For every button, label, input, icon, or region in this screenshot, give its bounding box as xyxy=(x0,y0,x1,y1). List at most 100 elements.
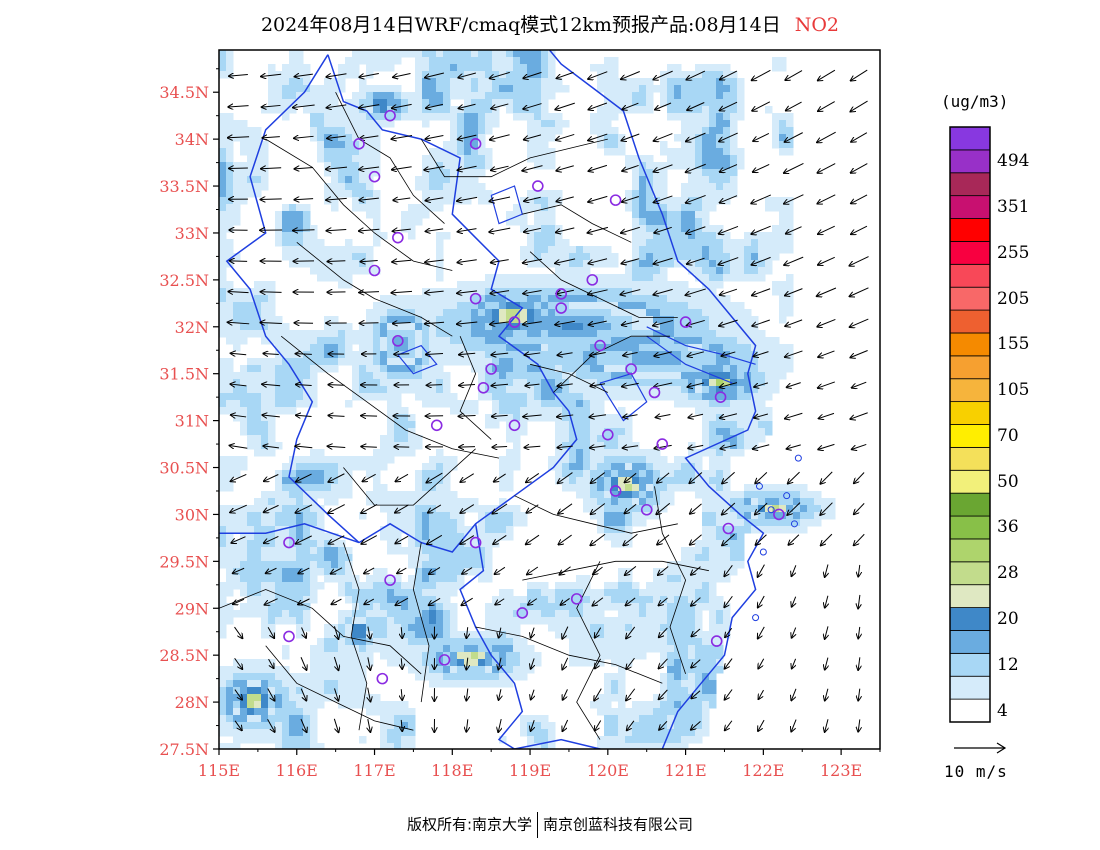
field-cell xyxy=(471,344,479,352)
field-cell xyxy=(604,330,612,338)
field-cell xyxy=(688,148,696,156)
field-cell xyxy=(387,652,395,660)
field-cell xyxy=(625,470,633,478)
field-cell xyxy=(261,666,269,674)
field-cell xyxy=(681,659,689,667)
field-cell xyxy=(317,659,325,667)
field-cell xyxy=(618,358,626,366)
field-cell xyxy=(324,162,332,170)
field-cell xyxy=(737,442,745,450)
field-cell xyxy=(576,589,584,597)
field-cell xyxy=(737,155,745,163)
field-cell xyxy=(226,575,234,583)
field-cell xyxy=(681,309,689,317)
field-cell xyxy=(219,470,227,478)
field-cell xyxy=(345,638,353,646)
field-cell xyxy=(338,694,346,702)
field-cell xyxy=(555,232,563,240)
field-cell xyxy=(681,708,689,716)
field-cell xyxy=(240,148,248,156)
field-cell xyxy=(275,323,283,331)
field-cell xyxy=(254,281,262,289)
field-cell xyxy=(394,526,402,534)
field-cell xyxy=(716,666,724,674)
field-cell xyxy=(366,127,374,135)
field-cell xyxy=(667,379,675,387)
field-cell xyxy=(450,351,458,359)
field-cell xyxy=(695,211,703,219)
field-cell xyxy=(464,659,472,667)
field-cell xyxy=(779,498,787,506)
field-cell xyxy=(450,155,458,163)
field-cell xyxy=(219,253,227,261)
field-cell xyxy=(576,414,584,422)
field-cell xyxy=(443,624,451,632)
field-cell xyxy=(457,645,465,653)
field-cell xyxy=(597,470,605,478)
field-cell xyxy=(478,71,486,79)
field-cell xyxy=(646,92,654,100)
field-cell xyxy=(429,330,437,338)
field-cell xyxy=(660,736,668,744)
field-cell xyxy=(751,512,759,520)
field-cell xyxy=(408,92,416,100)
field-cell xyxy=(562,589,570,597)
field-cell xyxy=(583,365,591,373)
field-cell xyxy=(422,78,430,86)
field-cell xyxy=(793,505,801,513)
field-cell xyxy=(674,134,682,142)
field-cell xyxy=(534,113,542,121)
field-cell xyxy=(436,337,444,345)
field-cell xyxy=(744,323,752,331)
field-cell xyxy=(660,141,668,149)
field-cell xyxy=(541,729,549,737)
field-cell xyxy=(373,225,381,233)
field-cell xyxy=(695,589,703,597)
field-cell xyxy=(695,491,703,499)
field-cell xyxy=(772,232,780,240)
field-cell xyxy=(345,134,353,142)
field-cell xyxy=(310,393,318,401)
field-cell xyxy=(513,330,521,338)
field-cell xyxy=(604,512,612,520)
field-cell xyxy=(667,204,675,212)
field-cell xyxy=(450,505,458,513)
field-cell xyxy=(219,463,227,471)
field-cell xyxy=(366,393,374,401)
field-cell xyxy=(261,673,269,681)
field-cell xyxy=(618,99,626,107)
field-cell xyxy=(226,554,234,562)
field-cell xyxy=(674,225,682,233)
field-cell xyxy=(450,463,458,471)
field-cell xyxy=(611,638,619,646)
field-cell xyxy=(394,428,402,436)
field-cell xyxy=(429,610,437,618)
field-cell xyxy=(296,85,304,93)
field-cell xyxy=(240,701,248,709)
field-cell xyxy=(415,106,423,114)
field-cell xyxy=(765,253,773,261)
field-cell xyxy=(317,365,325,373)
field-cell xyxy=(688,484,696,492)
plot-area xyxy=(219,50,869,749)
field-cell xyxy=(527,582,535,590)
field-cell xyxy=(401,372,409,380)
field-cell xyxy=(359,85,367,93)
field-cell xyxy=(779,512,787,520)
field-cell xyxy=(282,540,290,548)
field-cell xyxy=(450,64,458,72)
field-cell xyxy=(730,246,738,254)
field-cell xyxy=(485,575,493,583)
field-cell xyxy=(695,323,703,331)
field-cell xyxy=(268,393,276,401)
field-cell xyxy=(247,393,255,401)
field-cell xyxy=(674,624,682,632)
field-cell xyxy=(296,743,304,749)
field-cell xyxy=(667,155,675,163)
field-cell xyxy=(667,309,675,317)
field-cell xyxy=(506,533,514,541)
field-cell xyxy=(611,330,619,338)
field-cell xyxy=(226,708,234,716)
field-cell xyxy=(744,519,752,527)
field-cell xyxy=(387,512,395,520)
